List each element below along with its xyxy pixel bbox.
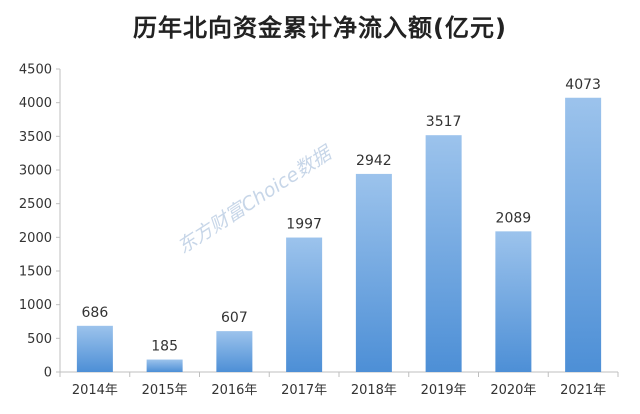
data-label: 2089: [496, 210, 532, 226]
bar-2014年: [76, 325, 113, 372]
bars: [76, 97, 602, 372]
bar-2017年: [286, 237, 323, 372]
x-tick-label: 2020年: [490, 383, 536, 398]
y-tick-label: 3500: [19, 130, 52, 145]
data-label: 686: [82, 305, 109, 321]
y-tick-label: 1500: [19, 265, 52, 280]
x-tick-label: 2017年: [281, 383, 327, 398]
y-tick-label: 2500: [19, 197, 52, 212]
y-tick-label: 2000: [19, 231, 52, 246]
bar-2021年: [565, 97, 602, 372]
bar-2020年: [495, 231, 532, 372]
data-label: 607: [221, 310, 248, 326]
x-tick-label: 2019年: [421, 383, 467, 398]
y-tick-label: 1000: [19, 298, 52, 313]
bar-2015年: [146, 359, 183, 372]
x-tick-label: 2014年: [72, 383, 118, 398]
bar-2018年: [355, 173, 392, 372]
x-tick-label: 2021年: [560, 383, 606, 398]
y-tick-label: 4500: [19, 63, 52, 78]
y-tick-label: 500: [27, 332, 52, 347]
data-label: 2942: [356, 153, 392, 169]
data-label: 1997: [286, 217, 322, 233]
axes: 0 500 1000 1500 2000 2500 3000 3500 4000 4500: [19, 63, 619, 381]
chart-title: 历年北向资金累计净流入额(亿元): [133, 14, 507, 42]
data-label: 4073: [565, 77, 601, 93]
y-tick-label: 0: [44, 366, 52, 381]
x-tick-label: 2018年: [351, 383, 397, 398]
data-label: 3517: [426, 114, 462, 130]
labels: 686 2014年 185 2015年 607 2016年 1997 2017年 2942 201…: [72, 77, 606, 398]
x-tick-label: 2015年: [142, 383, 188, 398]
y-tick-label: 3000: [19, 164, 52, 179]
bar-2016年: [216, 331, 253, 372]
y-tick-label: 4000: [19, 96, 52, 111]
x-tick-label: 2016年: [211, 383, 257, 398]
bar-2019年: [425, 135, 462, 372]
data-label: 185: [151, 339, 178, 355]
